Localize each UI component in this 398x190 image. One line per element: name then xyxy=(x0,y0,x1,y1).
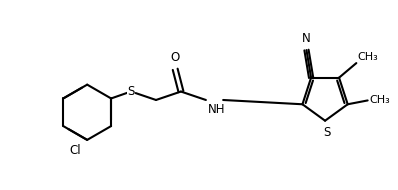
Text: Cl: Cl xyxy=(70,145,82,158)
Text: CH₃: CH₃ xyxy=(369,95,390,105)
Text: NH: NH xyxy=(208,103,225,116)
Text: S: S xyxy=(127,85,135,98)
Text: CH₃: CH₃ xyxy=(358,52,378,62)
Text: S: S xyxy=(323,126,331,139)
Text: O: O xyxy=(171,51,180,63)
Text: N: N xyxy=(302,32,311,45)
